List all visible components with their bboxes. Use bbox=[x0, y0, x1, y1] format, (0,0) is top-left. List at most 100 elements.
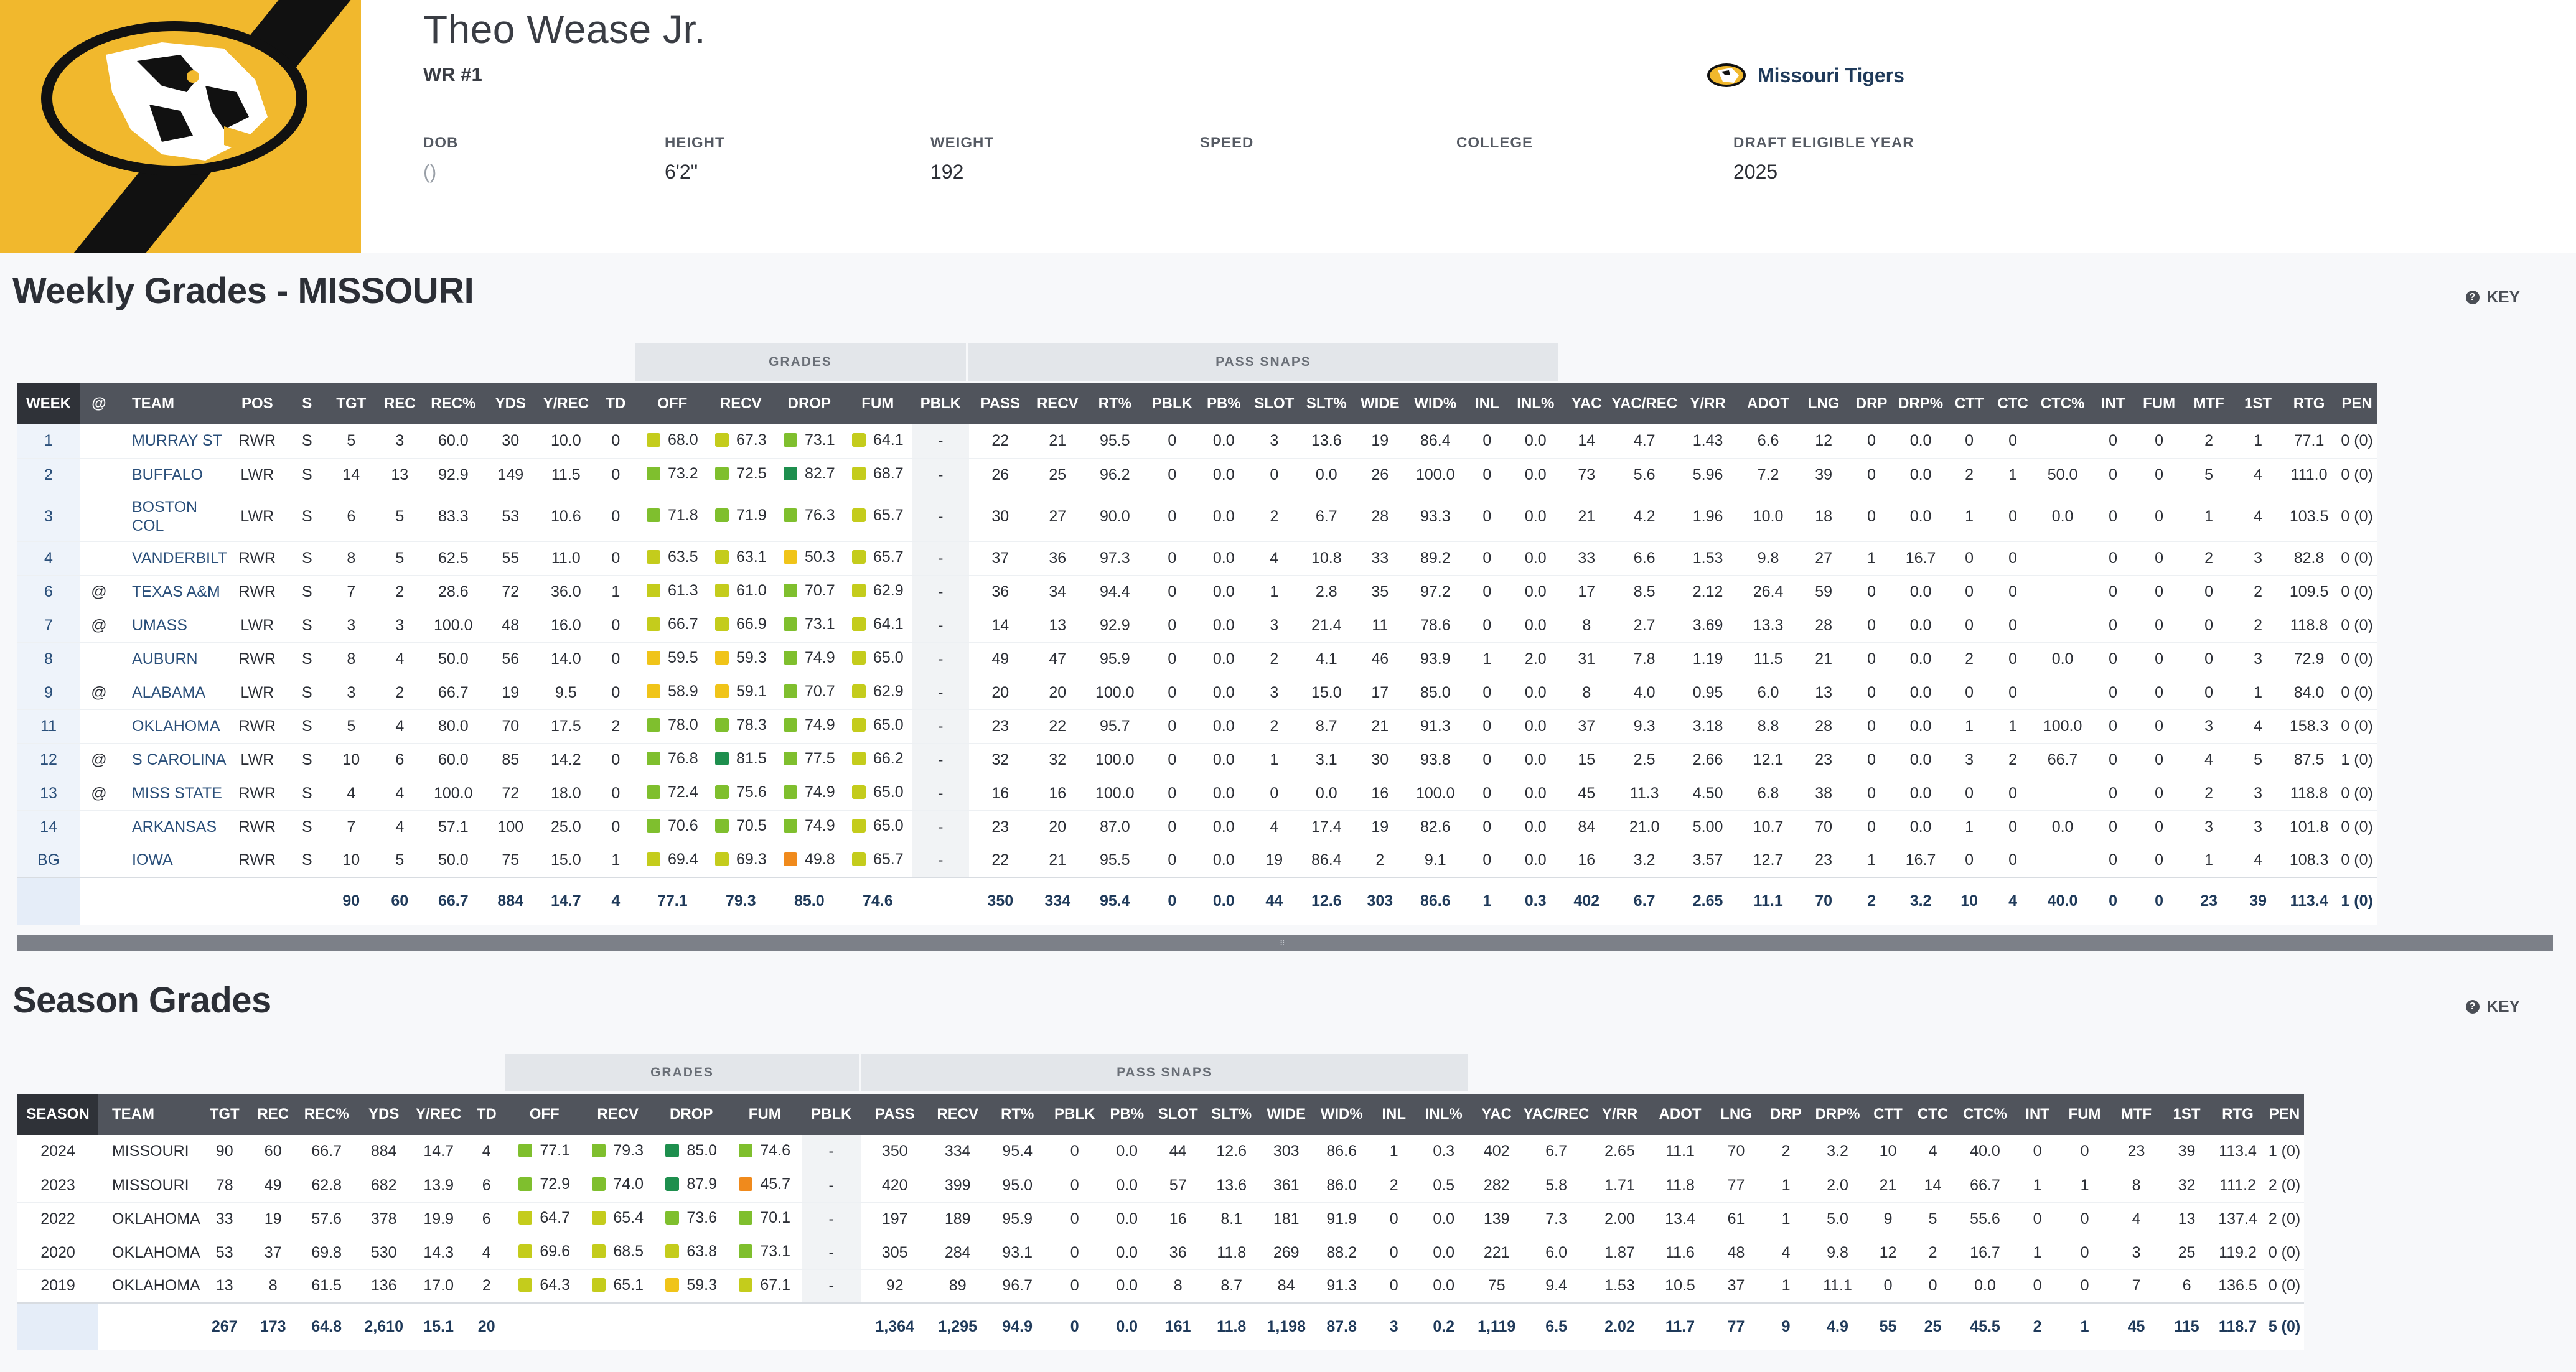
cell-team[interactable]: ALABAMA bbox=[118, 676, 228, 710]
column-header[interactable]: SLT% bbox=[1203, 1094, 1260, 1135]
cell-team[interactable]: OKLAHOMA bbox=[118, 709, 228, 744]
column-header[interactable]: REC% bbox=[297, 1094, 356, 1135]
column-header[interactable]: ADOT bbox=[1650, 1094, 1710, 1135]
column-header[interactable]: SLOT bbox=[1249, 383, 1300, 424]
column-header[interactable]: Y/REC bbox=[411, 1094, 466, 1135]
column-header[interactable]: INL bbox=[1464, 383, 1510, 424]
team-link[interactable]: Missouri Tigers bbox=[1707, 60, 1904, 91]
column-header[interactable]: DROP bbox=[775, 383, 844, 424]
column-header[interactable]: RTG bbox=[2281, 383, 2338, 424]
column-header[interactable]: YAC bbox=[1469, 1094, 1524, 1135]
column-header[interactable]: PB% bbox=[1101, 1094, 1153, 1135]
column-header[interactable]: REC bbox=[248, 1094, 297, 1135]
column-header[interactable]: YAC bbox=[1562, 383, 1612, 424]
season-key-button[interactable]: ? KEY bbox=[2465, 997, 2520, 1016]
column-header[interactable]: RT% bbox=[986, 1094, 1048, 1135]
column-header[interactable]: CTT bbox=[1865, 1094, 1911, 1135]
cell-team[interactable]: MURRAY ST bbox=[118, 424, 228, 459]
column-header[interactable]: RECV bbox=[581, 1094, 655, 1135]
cell-team[interactable]: OKLAHOMA bbox=[98, 1236, 200, 1270]
column-header[interactable]: RT% bbox=[1084, 383, 1146, 424]
horizontal-scrollbar[interactable]: ⠿ bbox=[17, 935, 2553, 951]
column-header[interactable]: PBLK bbox=[1146, 383, 1199, 424]
column-header[interactable]: CTT bbox=[1947, 383, 1992, 424]
team-name[interactable]: Missouri Tigers bbox=[1758, 63, 1904, 86]
cell-team[interactable]: ARKANSAS bbox=[118, 810, 228, 844]
column-header[interactable]: INT bbox=[2091, 383, 2136, 424]
cell-team[interactable]: OKLAHOMA bbox=[98, 1269, 200, 1304]
cell-team[interactable]: MISSOURI bbox=[98, 1135, 200, 1169]
column-header[interactable]: INL bbox=[1370, 1094, 1418, 1135]
column-header[interactable]: FUM bbox=[2135, 383, 2183, 424]
column-header[interactable]: YAC/REC bbox=[1611, 383, 1678, 424]
column-header[interactable]: LNG bbox=[1710, 1094, 1763, 1135]
column-header[interactable]: OFF bbox=[638, 383, 707, 424]
column-header[interactable]: DROP bbox=[654, 1094, 728, 1135]
column-header[interactable]: TEAM bbox=[98, 1094, 200, 1135]
column-header[interactable]: TD bbox=[593, 383, 639, 424]
column-header[interactable]: RECV bbox=[928, 1094, 987, 1135]
column-header[interactable]: PBLK bbox=[1047, 1094, 1102, 1135]
column-header[interactable]: PEN bbox=[2337, 383, 2377, 424]
column-header[interactable]: 1ST bbox=[2235, 383, 2282, 424]
column-header[interactable]: PASS bbox=[861, 1094, 929, 1135]
column-header[interactable]: LNG bbox=[1798, 383, 1850, 424]
weekly-key-button[interactable]: ? KEY bbox=[2465, 287, 2520, 307]
column-header[interactable]: RECV bbox=[1031, 383, 1084, 424]
column-header[interactable]: YDS bbox=[482, 383, 539, 424]
column-header[interactable]: Y/REC bbox=[538, 383, 594, 424]
column-header[interactable]: INT bbox=[2015, 1094, 2060, 1135]
cell-team[interactable]: MISSOURI bbox=[98, 1169, 200, 1203]
column-header[interactable]: YDS bbox=[355, 1094, 412, 1135]
column-header[interactable]: WIDE bbox=[1354, 383, 1407, 424]
column-header[interactable]: CTC% bbox=[2035, 383, 2091, 424]
column-header[interactable]: DRP bbox=[1762, 1094, 1810, 1135]
column-header[interactable]: SLOT bbox=[1152, 1094, 1204, 1135]
column-header[interactable]: TGT bbox=[327, 383, 376, 424]
column-header[interactable]: Y/RR bbox=[1677, 383, 1739, 424]
column-header[interactable]: S bbox=[287, 383, 327, 424]
column-header[interactable]: Y/RR bbox=[1589, 1094, 1651, 1135]
column-header[interactable]: CTC% bbox=[1955, 1094, 2015, 1135]
column-header[interactable]: PEN bbox=[2265, 1094, 2304, 1135]
column-header[interactable]: @ bbox=[80, 383, 118, 424]
column-header[interactable]: SLT% bbox=[1299, 383, 1354, 424]
column-header[interactable]: YAC/REC bbox=[1523, 1094, 1590, 1135]
cell-team[interactable]: S CAROLINA bbox=[118, 743, 228, 777]
column-header[interactable]: WEEK bbox=[17, 383, 80, 424]
column-header[interactable]: REC bbox=[375, 383, 424, 424]
column-header[interactable]: FUM bbox=[2059, 1094, 2110, 1135]
column-header[interactable]: MTF bbox=[2109, 1094, 2163, 1135]
column-header[interactable]: WID% bbox=[1406, 383, 1465, 424]
column-header[interactable]: SEASON bbox=[17, 1094, 98, 1135]
column-header[interactable]: RECV bbox=[706, 383, 775, 424]
column-header[interactable]: DRP% bbox=[1894, 383, 1948, 424]
column-header[interactable]: PBLK bbox=[801, 1094, 861, 1135]
column-header[interactable]: POS bbox=[227, 383, 288, 424]
scroll-grip-icon[interactable]: ⠿ bbox=[1280, 939, 1285, 948]
column-header[interactable]: FUM bbox=[728, 1094, 802, 1135]
column-header[interactable]: MTF bbox=[2183, 383, 2236, 424]
column-header[interactable]: PB% bbox=[1198, 383, 1250, 424]
column-header[interactable]: OFF bbox=[507, 1094, 581, 1135]
cell-team[interactable]: MISS STATE bbox=[118, 777, 228, 811]
column-header[interactable]: CTC bbox=[1910, 1094, 1955, 1135]
column-header[interactable]: WIDE bbox=[1259, 1094, 1313, 1135]
column-header[interactable]: ADOT bbox=[1738, 383, 1799, 424]
column-header[interactable]: DRP% bbox=[1809, 1094, 1866, 1135]
cell-team[interactable]: VANDERBILT bbox=[118, 541, 228, 576]
column-header[interactable]: TGT bbox=[200, 1094, 249, 1135]
column-header[interactable]: REC% bbox=[424, 383, 483, 424]
column-header[interactable]: INL% bbox=[1509, 383, 1562, 424]
column-header[interactable]: DRP bbox=[1849, 383, 1895, 424]
cell-team[interactable]: IOWA bbox=[118, 844, 228, 878]
column-header[interactable]: RTG bbox=[2210, 1094, 2265, 1135]
cell-team[interactable]: UMASS bbox=[118, 609, 228, 643]
cell-team[interactable]: OKLAHOMA bbox=[98, 1202, 200, 1236]
column-header[interactable]: CTC bbox=[1991, 383, 2035, 424]
column-header[interactable]: FUM bbox=[843, 383, 912, 424]
cell-team[interactable]: TEXAS A&M bbox=[118, 575, 228, 609]
column-header[interactable]: TEAM bbox=[118, 383, 228, 424]
column-header[interactable]: INL% bbox=[1417, 1094, 1470, 1135]
cell-team[interactable]: BOSTON COL bbox=[118, 492, 228, 542]
